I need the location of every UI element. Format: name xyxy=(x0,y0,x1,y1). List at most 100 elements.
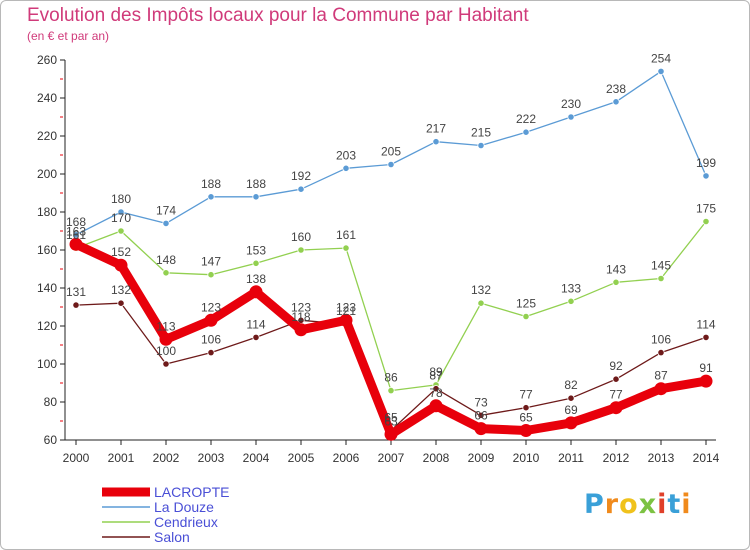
data-point xyxy=(429,399,443,413)
data-label: 217 xyxy=(426,122,446,136)
data-label: 145 xyxy=(651,259,671,273)
chart-title: Evolution des Impôts locaux pour la Comm… xyxy=(27,5,529,26)
x-tick-label: 2001 xyxy=(108,451,135,465)
data-label: 125 xyxy=(516,297,536,311)
data-point xyxy=(162,360,170,368)
data-point xyxy=(162,269,170,277)
data-label: 161 xyxy=(336,228,356,242)
legend-label-la-douze: La Douze xyxy=(154,499,214,515)
x-tick-label: 2011 xyxy=(558,451,584,465)
data-point xyxy=(249,285,263,299)
data-label: 77 xyxy=(609,388,623,402)
data-label: 174 xyxy=(156,203,176,217)
data-point xyxy=(204,313,218,327)
logo-letter: t xyxy=(667,489,682,520)
data-point xyxy=(474,422,488,436)
data-point xyxy=(702,172,710,180)
data-point xyxy=(522,128,530,136)
data-point xyxy=(114,258,128,272)
data-point xyxy=(564,416,578,430)
data-label: 66 xyxy=(474,409,488,423)
data-label: 113 xyxy=(156,319,175,333)
data-point xyxy=(657,67,665,76)
data-label: 91 xyxy=(699,361,713,375)
data-point xyxy=(567,297,575,305)
data-label: 69 xyxy=(564,403,578,417)
logo-letter: r xyxy=(604,489,620,520)
logo-letter: x xyxy=(638,489,658,520)
data-label: 114 xyxy=(696,317,715,331)
data-point xyxy=(387,160,395,169)
data-label: 147 xyxy=(201,255,221,269)
y-tick-label: 200 xyxy=(37,167,57,181)
data-point xyxy=(384,427,398,441)
data-label: 230 xyxy=(561,97,581,111)
data-point xyxy=(702,333,710,341)
data-label: 188 xyxy=(246,177,266,191)
data-point xyxy=(342,244,350,252)
data-point xyxy=(69,237,83,251)
data-label: 123 xyxy=(291,300,311,314)
data-point xyxy=(477,299,485,307)
x-tick-label: 2009 xyxy=(468,451,495,465)
data-point xyxy=(207,193,215,201)
data-label: 73 xyxy=(474,395,488,409)
data-label: 222 xyxy=(516,112,536,126)
data-label: 175 xyxy=(696,202,716,216)
data-label: 132 xyxy=(471,283,491,297)
data-point xyxy=(522,404,530,412)
y-tick-label: 100 xyxy=(37,357,57,371)
legend-label-lacropte: LACROPTE xyxy=(154,484,229,500)
y-tick-label: 140 xyxy=(37,281,57,295)
logo-letter: i xyxy=(681,489,692,520)
data-point xyxy=(654,382,668,396)
data-point xyxy=(252,193,260,201)
data-label: 87 xyxy=(654,369,668,383)
data-point xyxy=(162,219,170,227)
data-label: 65 xyxy=(384,411,398,425)
chart-data-labels: 168 180 174 188 188 192 203 205 217 215 222 230 238 2… xyxy=(66,51,716,428)
data-label: 188 xyxy=(201,177,221,191)
data-label: 168 xyxy=(66,215,86,229)
data-point xyxy=(339,313,353,327)
data-label: 121 xyxy=(336,304,356,318)
y-tick-label: 60 xyxy=(44,433,58,447)
data-label: 205 xyxy=(381,145,401,159)
y-tick-label: 240 xyxy=(37,91,57,105)
x-tick-label: 2003 xyxy=(198,451,225,465)
data-point xyxy=(609,401,623,415)
data-point xyxy=(297,246,305,254)
data-label: 148 xyxy=(156,253,176,267)
data-point xyxy=(612,375,620,383)
x-tick-label: 2004 xyxy=(243,451,270,465)
data-point xyxy=(72,301,80,309)
data-label: 152 xyxy=(111,245,131,259)
x-tick-label: 2008 xyxy=(423,451,450,465)
data-label: 163 xyxy=(66,224,86,238)
data-point xyxy=(657,274,665,283)
data-label: 118 xyxy=(291,310,310,324)
logo-letter: P xyxy=(584,489,605,520)
data-label: 133 xyxy=(561,281,581,295)
y-tick-label: 180 xyxy=(37,205,57,219)
x-tick-label: 2014 xyxy=(693,451,720,465)
y-tick-label: 220 xyxy=(37,129,57,143)
data-point xyxy=(612,278,620,286)
data-label: 89 xyxy=(429,365,443,379)
data-point xyxy=(477,411,485,419)
x-tick-label: 2000 xyxy=(63,451,90,465)
data-label: 160 xyxy=(291,230,311,244)
y-tick-label: 120 xyxy=(37,319,57,333)
x-tick-label: 2006 xyxy=(333,451,360,465)
x-tick-label: 2002 xyxy=(153,451,180,465)
data-point xyxy=(519,424,533,437)
data-point xyxy=(612,98,620,106)
data-label: 215 xyxy=(471,126,491,140)
data-point xyxy=(432,385,440,393)
legend-label-cendrieux: Cendrieux xyxy=(154,514,218,530)
data-point xyxy=(207,271,215,279)
data-label: 143 xyxy=(606,262,626,276)
data-point xyxy=(432,138,440,146)
